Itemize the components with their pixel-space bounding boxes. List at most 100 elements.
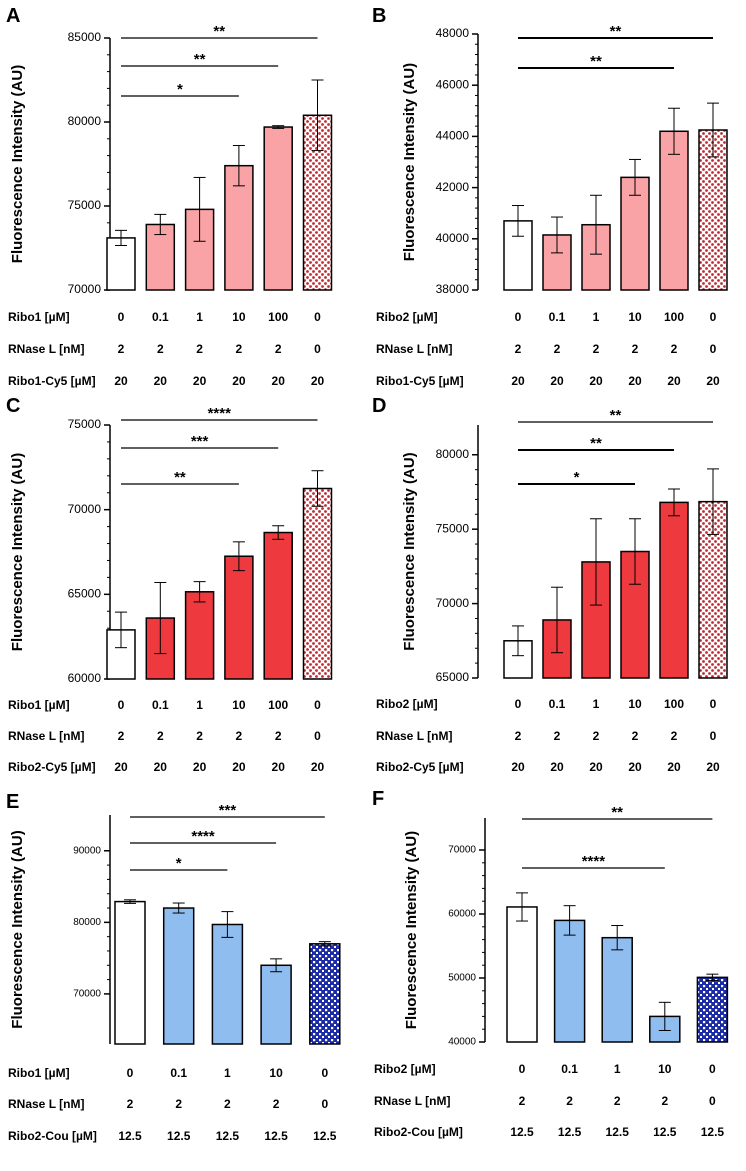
panel-f-ytick-label: 60000 [448,909,476,920]
panel-c-row-value: 0 [314,698,321,712]
panel-a-row-value: 20 [114,374,128,388]
panel-a-bar [224,164,254,291]
panel-b-bar [620,176,650,291]
panel-b-row-value: 20 [511,374,525,388]
panel-d-row-label: Ribo2-Cy5 [µM] [376,760,464,774]
panel-a-row-value: 2 [275,342,282,356]
panel-c-row-label: Ribo2-Cy5 [µM] [8,760,96,774]
panel-c-bar [263,531,293,680]
panel-a-row-value: 20 [272,374,286,388]
panel-c-ytick-label: 65000 [68,587,102,601]
panel-d-row-label: RNase L [nM] [376,729,452,743]
panel-a-row-value: 100 [268,310,288,324]
panel-f-bar [601,936,633,1043]
panel-e-bar [211,923,244,1045]
panel-b-row-value: 20 [550,374,564,388]
panel-f-row-value: 2 [614,1094,621,1108]
panel-f-row-value: 0 [519,1062,526,1076]
panel-c-ytick-label: 75000 [68,417,102,431]
panel-b-row-value: 10 [628,310,642,324]
panel-f-row-value: 2 [566,1094,573,1108]
panel-c-row-value: 2 [196,729,203,743]
panel-a-row-value: 20 [154,374,168,388]
panel-b-letter: B [372,5,386,27]
panel-a-row-value: 0 [118,310,125,324]
panel-a-row-value: 10 [232,310,246,324]
panel-f-ytick-label: 40000 [448,1037,476,1048]
panel-c-bar [302,487,333,680]
panel-f-row-value: 12.5 [558,1125,582,1139]
panel-e-sig-label: * [176,855,182,872]
panel-e-row-value: 2 [127,1097,134,1111]
panel-a-bar [106,237,136,291]
panel-c-row-value: 20 [311,760,325,774]
panel-c-row-value: 0.1 [152,698,169,712]
panel-f-row-value: 12.5 [653,1125,677,1139]
panel-d-row-value: 20 [589,760,603,774]
panel-c-row-value: 20 [232,760,246,774]
panel-a-row-label: Ribo1 [µM] [8,310,70,324]
panel-e-row-value: 12.5 [216,1129,240,1143]
panel-e-row-label: RNase L [nM] [8,1097,84,1111]
panel-e-ytick-label: 70000 [73,989,101,1000]
panel-c-row-value: 20 [193,760,207,774]
panel-b-row-label: Ribo1-Cy5 [µM] [376,374,464,388]
panel-d-row-value: 20 [706,760,720,774]
panel-b-row-value: 0.1 [549,310,566,324]
panel-a-ytick-label: 80000 [68,114,102,128]
panel-c-row-value: 20 [272,760,286,774]
panel-d-row-value: 100 [664,697,684,711]
panel-b-ylabel: Fluorescence Intensity (AU) [401,63,418,261]
panel-f-row-value: 0 [709,1094,716,1108]
panel-f-row-value: 2 [519,1094,526,1108]
panel-e-bar [114,900,146,1045]
panel-c-row-value: 2 [157,729,164,743]
panel-a-row-value: 20 [193,374,207,388]
panel-c-ytick-label: 60000 [68,671,102,685]
panel-d-ytick-label: 65000 [436,670,470,684]
panel-e-row-label: Ribo2-Cou [µM] [8,1129,97,1143]
panel-b-bar [659,130,689,291]
panel-d-row-value: 0 [515,697,522,711]
panel-f-bar [506,906,538,1043]
panel-f-row-label: Ribo2 [µM] [374,1062,436,1076]
panel-c-row-label: RNase L [nM] [8,729,84,743]
panel-d-row-value: 0 [710,697,717,711]
panel-f-row-value: 0.1 [561,1062,578,1076]
panel-b-ytick-label: 42000 [436,180,470,194]
panel-e-bar [162,907,195,1045]
panel-d-sig-label: ** [590,435,602,452]
panel-a-row-value: 2 [236,342,243,356]
panel-c-row-value: 2 [275,729,282,743]
panel-c-sig-label: ** [174,469,186,486]
panel-d-ytick-label: 75000 [436,521,470,535]
panel-f-row-value: 12.5 [606,1125,630,1139]
panel-d-row-value: 1 [593,697,600,711]
panel-f-ylabel: Fluorescence Intensity (AU) [403,831,420,1029]
panel-b-ytick-label: 40000 [436,231,470,245]
panel-d-row-value: 20 [550,760,564,774]
panel-a-ytick-label: 75000 [68,198,102,212]
panel-d-row-value: 2 [593,729,600,743]
panel-a-row-value: 2 [118,342,125,356]
panel-e-bar [309,943,341,1045]
panel-d-row-value: 20 [511,760,525,774]
panel-f-row-value: 0 [709,1062,716,1076]
panel-f-row-value: 12.5 [510,1125,534,1139]
panel-f-row-value: 2 [661,1094,668,1108]
panel-d-row-value: 2 [632,729,639,743]
panel-c-row-value: 1 [196,698,203,712]
panel-c-ytick-label: 70000 [68,502,102,516]
panel-b-row-label: Ribo2 [µM] [376,310,438,324]
panel-e-sig-label: *** [219,802,237,819]
panel-b-ytick-label: 48000 [436,26,470,40]
panel-e-row-value: 1 [224,1066,231,1080]
panel-a-row-value: 0 [314,342,321,356]
panel-f-sig-label: **** [582,853,606,870]
panel-b-row-value: 0 [515,310,522,324]
panel-f-row-value: 12.5 [701,1125,725,1139]
panel-e-row-value: 2 [224,1097,231,1111]
panel-e-row-value: 0.1 [170,1066,187,1080]
panel-a-bar [145,223,176,291]
